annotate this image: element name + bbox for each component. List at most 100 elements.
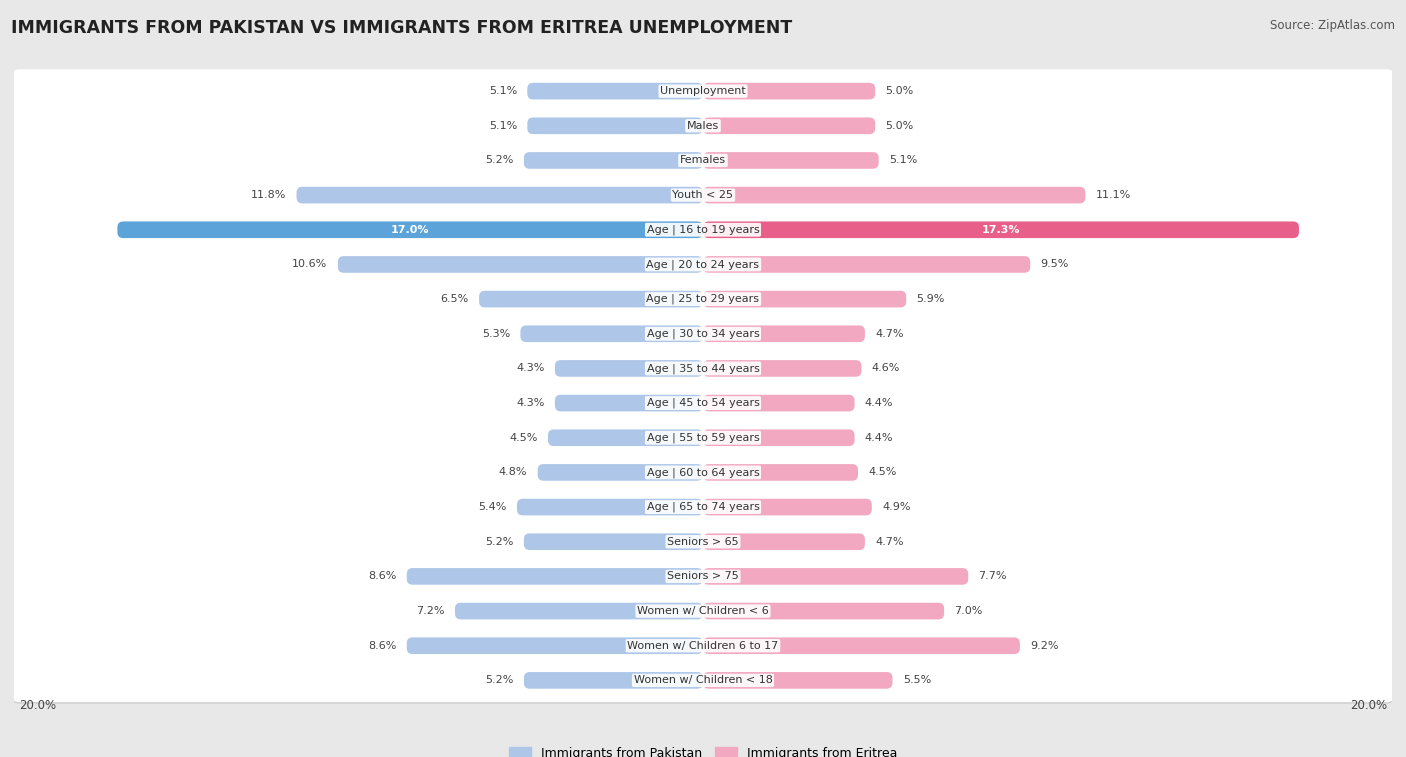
FancyBboxPatch shape bbox=[11, 382, 1395, 425]
Text: Age | 30 to 34 years: Age | 30 to 34 years bbox=[647, 329, 759, 339]
FancyBboxPatch shape bbox=[117, 222, 703, 238]
FancyBboxPatch shape bbox=[703, 326, 865, 342]
Text: 4.8%: 4.8% bbox=[499, 467, 527, 478]
FancyBboxPatch shape bbox=[297, 187, 703, 204]
FancyBboxPatch shape bbox=[11, 450, 1395, 494]
FancyBboxPatch shape bbox=[11, 416, 1395, 459]
FancyBboxPatch shape bbox=[537, 464, 703, 481]
FancyBboxPatch shape bbox=[11, 313, 1395, 357]
FancyBboxPatch shape bbox=[520, 326, 703, 342]
Text: Age | 20 to 24 years: Age | 20 to 24 years bbox=[647, 259, 759, 269]
FancyBboxPatch shape bbox=[703, 83, 875, 99]
FancyBboxPatch shape bbox=[11, 140, 1395, 184]
FancyBboxPatch shape bbox=[703, 291, 907, 307]
Text: Age | 25 to 29 years: Age | 25 to 29 years bbox=[647, 294, 759, 304]
Text: IMMIGRANTS FROM PAKISTAN VS IMMIGRANTS FROM ERITREA UNEMPLOYMENT: IMMIGRANTS FROM PAKISTAN VS IMMIGRANTS F… bbox=[11, 19, 793, 37]
Text: 5.1%: 5.1% bbox=[889, 155, 917, 166]
FancyBboxPatch shape bbox=[703, 152, 879, 169]
FancyBboxPatch shape bbox=[703, 222, 1299, 238]
FancyBboxPatch shape bbox=[548, 429, 703, 446]
FancyBboxPatch shape bbox=[11, 556, 1395, 600]
Text: Seniors > 75: Seniors > 75 bbox=[666, 572, 740, 581]
FancyBboxPatch shape bbox=[11, 348, 1395, 391]
Text: Females: Females bbox=[681, 155, 725, 166]
FancyBboxPatch shape bbox=[524, 152, 703, 169]
Text: 20.0%: 20.0% bbox=[20, 699, 56, 712]
FancyBboxPatch shape bbox=[703, 360, 862, 377]
FancyBboxPatch shape bbox=[11, 659, 1395, 702]
Text: Women w/ Children < 6: Women w/ Children < 6 bbox=[637, 606, 769, 616]
FancyBboxPatch shape bbox=[406, 637, 703, 654]
Text: Age | 65 to 74 years: Age | 65 to 74 years bbox=[647, 502, 759, 512]
FancyBboxPatch shape bbox=[527, 83, 703, 99]
Text: 6.5%: 6.5% bbox=[440, 294, 468, 304]
Text: 5.3%: 5.3% bbox=[482, 329, 510, 338]
FancyBboxPatch shape bbox=[517, 499, 703, 516]
FancyBboxPatch shape bbox=[11, 555, 1395, 598]
Text: 11.8%: 11.8% bbox=[250, 190, 287, 200]
FancyBboxPatch shape bbox=[703, 256, 1031, 273]
Text: Age | 60 to 64 years: Age | 60 to 64 years bbox=[647, 467, 759, 478]
FancyBboxPatch shape bbox=[703, 499, 872, 516]
Text: 5.0%: 5.0% bbox=[886, 86, 914, 96]
FancyBboxPatch shape bbox=[11, 105, 1395, 149]
FancyBboxPatch shape bbox=[703, 187, 1085, 204]
FancyBboxPatch shape bbox=[527, 117, 703, 134]
Text: 9.5%: 9.5% bbox=[1040, 260, 1069, 269]
FancyBboxPatch shape bbox=[703, 464, 858, 481]
FancyBboxPatch shape bbox=[11, 660, 1395, 703]
FancyBboxPatch shape bbox=[11, 175, 1395, 218]
Text: Youth < 25: Youth < 25 bbox=[672, 190, 734, 200]
FancyBboxPatch shape bbox=[11, 624, 1395, 668]
Text: 4.3%: 4.3% bbox=[516, 363, 544, 373]
Text: 9.2%: 9.2% bbox=[1031, 640, 1059, 651]
Text: 5.0%: 5.0% bbox=[886, 121, 914, 131]
Text: Women w/ Children < 18: Women w/ Children < 18 bbox=[634, 675, 772, 685]
Text: 17.3%: 17.3% bbox=[981, 225, 1021, 235]
FancyBboxPatch shape bbox=[11, 382, 1395, 426]
FancyBboxPatch shape bbox=[11, 244, 1395, 288]
FancyBboxPatch shape bbox=[11, 485, 1395, 529]
FancyBboxPatch shape bbox=[11, 417, 1395, 461]
Text: 5.1%: 5.1% bbox=[489, 86, 517, 96]
Text: Age | 55 to 59 years: Age | 55 to 59 years bbox=[647, 432, 759, 443]
FancyBboxPatch shape bbox=[703, 637, 1019, 654]
Text: 11.1%: 11.1% bbox=[1095, 190, 1130, 200]
Text: 4.3%: 4.3% bbox=[516, 398, 544, 408]
FancyBboxPatch shape bbox=[406, 568, 703, 584]
Legend: Immigrants from Pakistan, Immigrants from Eritrea: Immigrants from Pakistan, Immigrants fro… bbox=[503, 742, 903, 757]
Text: 7.7%: 7.7% bbox=[979, 572, 1007, 581]
FancyBboxPatch shape bbox=[703, 534, 865, 550]
FancyBboxPatch shape bbox=[555, 360, 703, 377]
Text: 5.4%: 5.4% bbox=[478, 502, 506, 512]
Text: Age | 16 to 19 years: Age | 16 to 19 years bbox=[647, 225, 759, 235]
FancyBboxPatch shape bbox=[703, 672, 893, 689]
FancyBboxPatch shape bbox=[11, 210, 1395, 253]
FancyBboxPatch shape bbox=[11, 70, 1395, 114]
FancyBboxPatch shape bbox=[11, 242, 1395, 286]
Text: Seniors > 65: Seniors > 65 bbox=[668, 537, 738, 547]
FancyBboxPatch shape bbox=[456, 603, 703, 619]
Text: 8.6%: 8.6% bbox=[368, 572, 396, 581]
FancyBboxPatch shape bbox=[337, 256, 703, 273]
Text: 5.5%: 5.5% bbox=[903, 675, 931, 685]
FancyBboxPatch shape bbox=[524, 534, 703, 550]
Text: 8.6%: 8.6% bbox=[368, 640, 396, 651]
Text: Males: Males bbox=[688, 121, 718, 131]
Text: 4.4%: 4.4% bbox=[865, 433, 893, 443]
Text: Women w/ Children 6 to 17: Women w/ Children 6 to 17 bbox=[627, 640, 779, 651]
FancyBboxPatch shape bbox=[11, 347, 1395, 391]
FancyBboxPatch shape bbox=[11, 139, 1395, 182]
FancyBboxPatch shape bbox=[11, 173, 1395, 217]
FancyBboxPatch shape bbox=[11, 625, 1395, 669]
Text: 5.2%: 5.2% bbox=[485, 537, 513, 547]
Text: 5.1%: 5.1% bbox=[489, 121, 517, 131]
Text: 10.6%: 10.6% bbox=[292, 260, 328, 269]
Text: Unemployment: Unemployment bbox=[661, 86, 745, 96]
FancyBboxPatch shape bbox=[703, 394, 855, 411]
Text: 4.6%: 4.6% bbox=[872, 363, 900, 373]
Text: Age | 35 to 44 years: Age | 35 to 44 years bbox=[647, 363, 759, 374]
FancyBboxPatch shape bbox=[11, 590, 1395, 634]
FancyBboxPatch shape bbox=[703, 429, 855, 446]
FancyBboxPatch shape bbox=[479, 291, 703, 307]
